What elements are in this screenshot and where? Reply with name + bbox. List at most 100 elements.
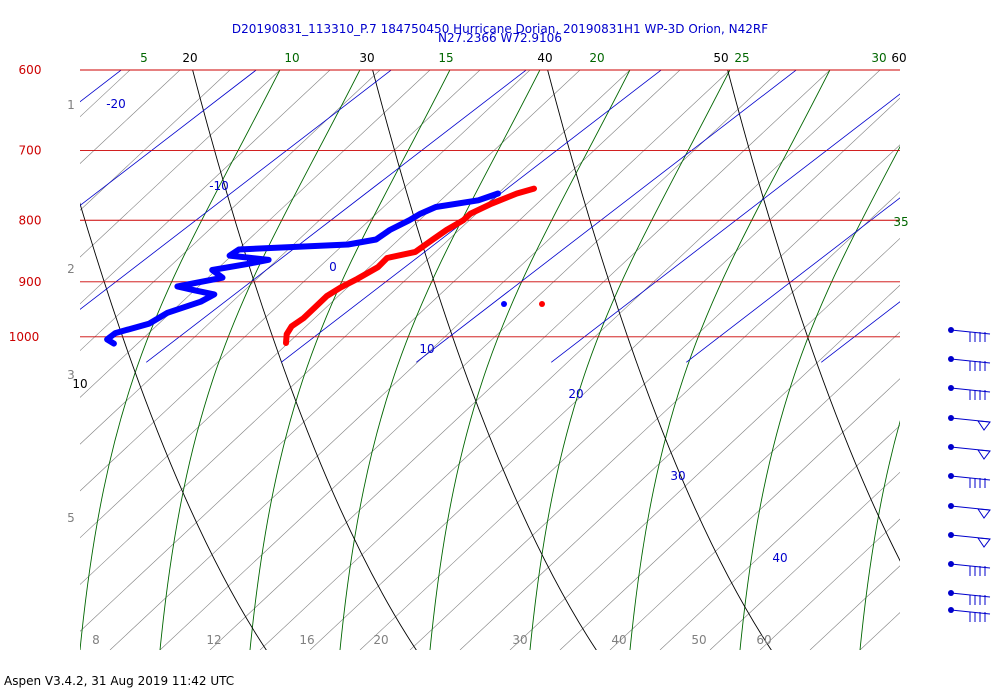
mixing-ratio-line xyxy=(80,70,431,398)
moist-adiabat xyxy=(529,70,731,650)
isotherm-line xyxy=(80,70,392,310)
height-km-label: 3 xyxy=(67,368,75,382)
dry-adiabat xyxy=(192,70,417,650)
wind-barb-pennant xyxy=(977,420,991,431)
dry-adiabat xyxy=(80,202,267,650)
mixing-ratio-line xyxy=(910,70,1000,650)
isotherm-line xyxy=(686,197,900,363)
temperature-axis-label: 50 xyxy=(691,633,706,647)
mixing-ratio-line xyxy=(80,70,681,632)
moist-adiabat xyxy=(80,70,281,650)
mixing-ratio-line xyxy=(80,70,531,492)
mixing-ratio-line xyxy=(309,97,900,650)
height-km-label: 2 xyxy=(67,262,75,276)
dry-adiabat-label: 50 xyxy=(713,51,728,65)
temperature-top-point xyxy=(539,301,545,307)
dry-adiabat-label: 30 xyxy=(359,51,374,65)
mixing-ratio-line xyxy=(509,284,900,650)
isotherm-label: -10 xyxy=(209,179,229,193)
moist-adiabat-label: 10 xyxy=(284,51,299,65)
isotherm-line xyxy=(551,93,900,363)
wind-barb xyxy=(948,503,991,519)
temperature-profile-line xyxy=(283,185,537,346)
clipped-grid xyxy=(0,34,1000,650)
wind-barb xyxy=(948,444,991,460)
chart-grid xyxy=(0,34,1000,650)
isotherm-label: -20 xyxy=(106,97,126,111)
wind-barb xyxy=(948,327,991,342)
isotherm-line xyxy=(146,70,527,363)
mixing-ratio-line xyxy=(859,612,900,650)
temperature-axis-label: 16 xyxy=(299,633,314,647)
temperature-axis-label: 30 xyxy=(512,633,527,647)
moist-adiabat xyxy=(629,70,831,650)
chart-title: D20190831_113310_P.7 184750450 Hurricane… xyxy=(232,22,768,36)
isotherm-label: 10 xyxy=(419,342,434,356)
mixing-ratio-line xyxy=(809,565,900,650)
mixing-ratio-line xyxy=(359,144,900,650)
dewpoint-profile-line xyxy=(104,190,501,347)
dry-adiabat xyxy=(727,70,900,562)
wind-barb xyxy=(948,473,991,488)
wind-barb xyxy=(948,385,991,400)
temperature-axis-label: 12 xyxy=(206,633,221,647)
wind-barb-pennant xyxy=(977,508,991,519)
moist-adiabat-label: 30 xyxy=(871,51,886,65)
mixing-ratio-line xyxy=(109,70,731,650)
dry-adiabat-label: 20 xyxy=(182,51,197,65)
dry-adiabat xyxy=(372,70,597,650)
pressure-label: 900 xyxy=(19,275,42,289)
isotherm-line xyxy=(821,301,900,363)
wind-barb-pennant xyxy=(977,537,991,548)
moist-adiabat xyxy=(249,70,451,650)
mixing-ratio-line xyxy=(80,70,331,305)
isotherm-line xyxy=(80,70,122,103)
moist-adiabat xyxy=(159,70,361,650)
wind-barb xyxy=(948,607,991,622)
isotherm-label: 20 xyxy=(568,387,583,401)
sounding-profiles xyxy=(104,185,545,347)
mixing-ratio-line xyxy=(259,70,881,650)
dry-adiabat-label: 60 xyxy=(891,51,906,65)
mixing-ratio-line xyxy=(459,237,900,650)
mixing-ratio-line xyxy=(80,70,281,258)
moist-adiabat-label: 5 xyxy=(140,51,148,65)
mixing-ratio-line xyxy=(80,70,631,585)
pressure-label: 700 xyxy=(19,144,42,158)
mixing-ratio-line xyxy=(559,331,900,650)
mixing-ratio-line xyxy=(80,70,581,539)
wind-barb xyxy=(948,356,991,371)
mixing-ratio-line xyxy=(409,191,900,650)
isotherm-label: 0 xyxy=(329,260,337,274)
height-km-label: 5 xyxy=(67,511,75,525)
wind-barb xyxy=(948,561,991,576)
moist-adiabat xyxy=(339,70,541,650)
temperature-axis-label: 20 xyxy=(373,633,388,647)
footer-text: Aspen V3.4.2, 31 Aug 2019 11:42 UTC xyxy=(4,674,235,688)
dewpoint-top-point xyxy=(501,301,507,307)
isotherm-line xyxy=(0,34,33,362)
mixing-ratio-line xyxy=(209,70,831,650)
temperature-axis-label: 60 xyxy=(756,633,771,647)
mixing-ratio-line xyxy=(709,471,900,650)
height-km-label: 1 xyxy=(67,98,75,112)
mixing-ratio-line xyxy=(759,518,900,650)
temperature-axis-label: 8 xyxy=(92,633,100,647)
dry-adiabat-label: 40 xyxy=(537,51,552,65)
mixing-ratio-line xyxy=(659,425,900,650)
isotherm-label: 30 xyxy=(670,469,685,483)
isotherm-line xyxy=(281,70,662,363)
wind-barb xyxy=(948,590,991,605)
mixing-ratio-line xyxy=(80,70,231,211)
pressure-label: 1000 xyxy=(9,330,40,344)
moist-adiabat-label: 35 xyxy=(893,215,908,229)
wind-barbs xyxy=(948,327,991,622)
mixing-ratio-line xyxy=(80,70,381,352)
pressure-label: 600 xyxy=(19,63,42,77)
mixing-ratio-line xyxy=(609,378,900,650)
isotherm-label: 40 xyxy=(772,551,787,565)
mixing-ratio-line xyxy=(159,70,781,650)
dry-adiabat-label: 10 xyxy=(72,377,87,391)
